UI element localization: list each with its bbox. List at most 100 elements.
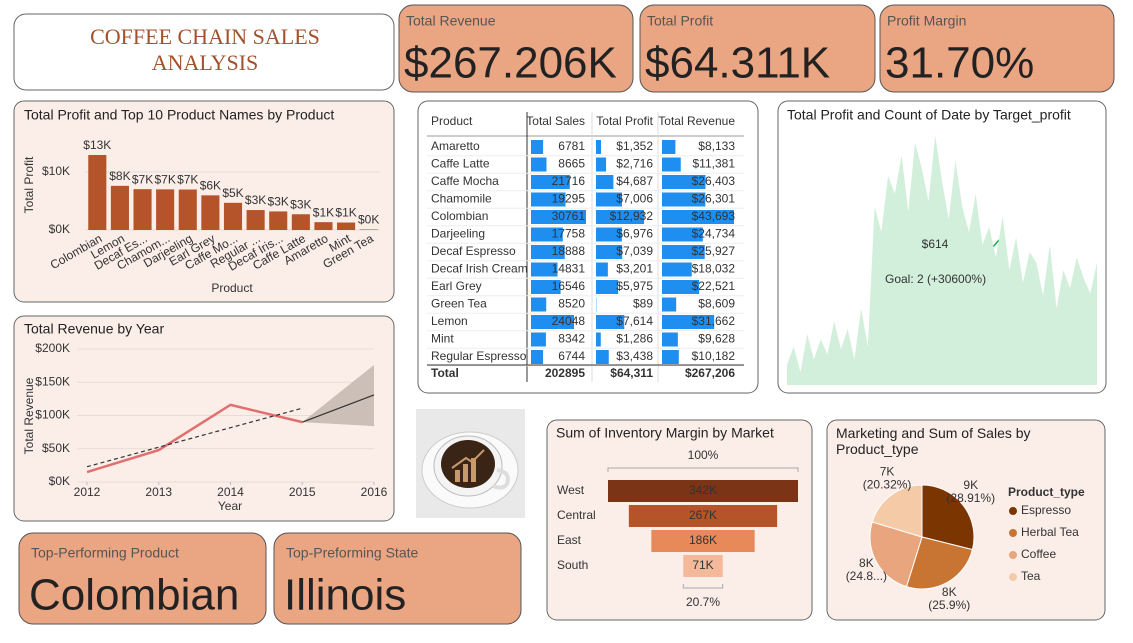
value-label: $13K	[83, 138, 111, 152]
data-bar	[596, 245, 623, 259]
data-bar	[662, 262, 692, 277]
cell: $3,201	[616, 262, 653, 276]
cell: $25,927	[692, 244, 736, 258]
legend-swatch	[1009, 507, 1017, 515]
card	[639, 4, 876, 93]
column-header: Total Sales	[526, 114, 585, 128]
data-bar	[662, 280, 700, 294]
card-label: Profit Margin	[887, 13, 966, 29]
cell: $8,133	[698, 139, 735, 153]
cell: $8,609	[698, 297, 735, 311]
data-bar	[662, 210, 734, 224]
cell: Regular Espresso	[431, 349, 527, 363]
x-tick-label: 2013	[145, 485, 172, 499]
card	[398, 4, 634, 93]
bar	[359, 229, 378, 230]
line	[86, 407, 303, 468]
category-label: Central	[557, 508, 596, 522]
cell: $24,734	[692, 227, 736, 241]
value-label: (28.91%)	[946, 491, 995, 505]
value-label: (20.32%)	[863, 477, 912, 491]
kpi-goal: Goal: 2 (+30600%)	[885, 272, 986, 286]
legend-label: Coffee	[1021, 547, 1056, 561]
category-label: South	[557, 558, 588, 572]
card	[273, 532, 522, 625]
x-axis-label: Year	[218, 499, 242, 513]
legend-swatch	[1009, 529, 1017, 537]
cell: $89	[633, 297, 653, 311]
cell: Amaretto	[431, 139, 480, 153]
value-label: 71K	[692, 558, 713, 572]
data-bar	[531, 350, 544, 364]
cell: 18888	[552, 244, 586, 258]
cell: 8665	[558, 157, 585, 171]
cell: $1,352	[616, 139, 653, 153]
y-tick-label: $50K	[42, 441, 70, 455]
percent-bracket	[607, 467, 799, 472]
data-bar	[662, 297, 677, 312]
data-bar	[596, 280, 619, 294]
column-header: Total Revenue	[658, 114, 735, 128]
data-bar	[662, 332, 678, 347]
category-label: West	[557, 483, 585, 497]
legend-swatch	[1009, 551, 1017, 559]
x-tick-label: 2014	[217, 485, 244, 499]
data-bar	[662, 140, 676, 154]
value-label: 267K	[689, 508, 717, 522]
bar	[269, 211, 288, 230]
funnel-bar	[608, 480, 798, 502]
cell: $9,628	[698, 332, 735, 346]
y-tick-label: $10K	[42, 164, 70, 178]
percent-label: 100%	[688, 448, 719, 462]
column-header: Total Profit	[596, 114, 653, 128]
value-label: $0K	[358, 213, 379, 227]
x-tick-label: 2015	[289, 485, 316, 499]
data-bar	[531, 315, 574, 329]
data-bar	[596, 227, 622, 242]
bar	[88, 154, 107, 230]
cell: 24048	[552, 314, 586, 328]
card-label: Top-Preforming State	[286, 545, 418, 561]
line	[86, 403, 303, 474]
value-label: $1K	[313, 205, 334, 219]
value-label: $7K	[154, 173, 175, 187]
cell: 8520	[558, 297, 585, 311]
legend-label: Espresso	[1021, 503, 1071, 517]
percent-label: 20.7%	[686, 595, 720, 609]
cell: $2,716	[616, 157, 653, 171]
data-bar	[596, 192, 623, 207]
bar	[110, 185, 129, 230]
kpi-value: $614	[922, 237, 949, 251]
cell: Earl Grey	[431, 279, 482, 293]
y-tick-label: $0K	[49, 222, 70, 236]
percent-bracket	[682, 584, 724, 589]
cell: 30761	[552, 209, 586, 223]
x-tick-label: 2016	[361, 485, 388, 499]
legend-title: Product_type	[1008, 485, 1085, 499]
funnel-bar	[683, 555, 723, 577]
area	[787, 135, 1097, 385]
data-bar	[531, 210, 586, 224]
chart-title: Marketing and Sum of Sales by Product_typ…	[836, 425, 1031, 457]
data-bar	[662, 227, 703, 242]
cell: Lemon	[431, 314, 468, 328]
value-label: (25.9%)	[928, 598, 970, 612]
cell: 6781	[558, 139, 585, 153]
marketing-label: 7K	[880, 464, 895, 478]
cell: $1,286	[616, 332, 653, 346]
data-bar	[596, 315, 625, 329]
data-bar	[531, 245, 565, 259]
cell: $12,932	[610, 209, 654, 223]
category-label: East	[557, 533, 582, 547]
cell: $43,693	[692, 209, 736, 223]
data-bar	[596, 210, 644, 224]
data-bar	[596, 350, 609, 364]
cell: $5,975	[616, 279, 653, 293]
data-bar	[531, 227, 563, 242]
cell: 19295	[552, 192, 586, 206]
cell: Caffe Mocha	[431, 174, 499, 188]
cell: $4,687	[616, 174, 653, 188]
legend-label: Herbal Tea	[1021, 525, 1079, 539]
